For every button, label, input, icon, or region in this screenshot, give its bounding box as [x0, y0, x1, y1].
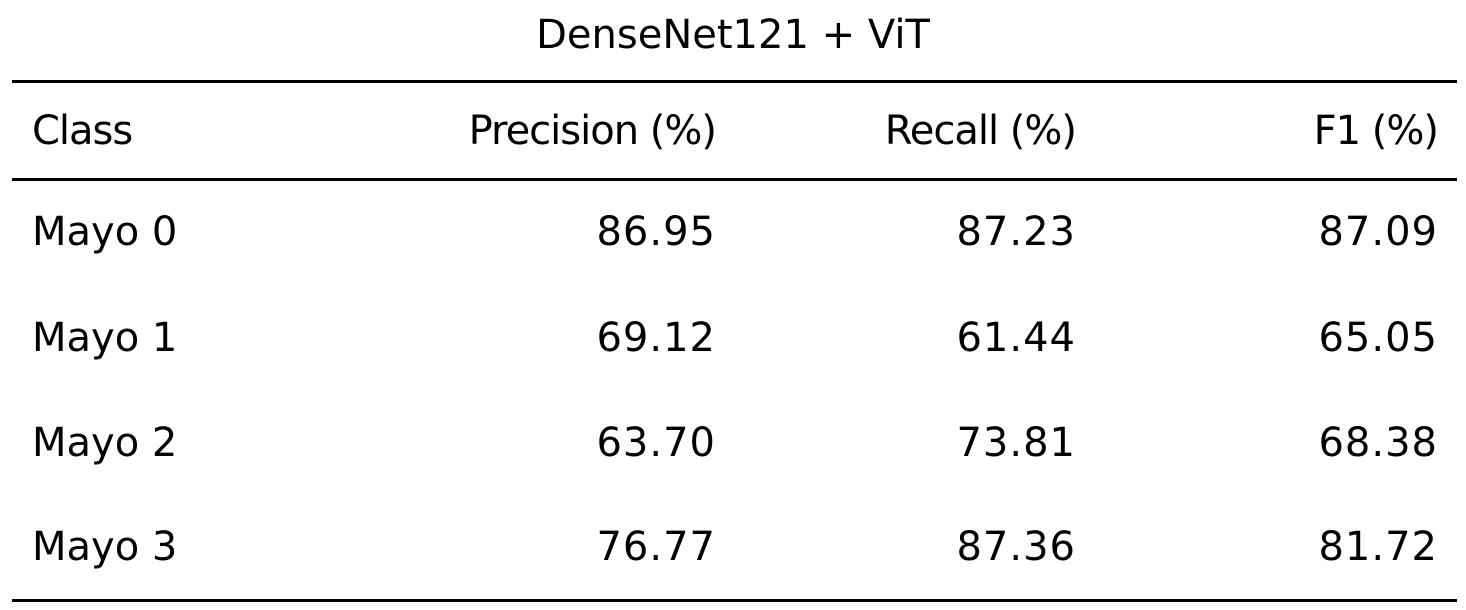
row-recall-cell: 87.23: [956, 209, 1076, 255]
header-precision: Precision (%): [468, 108, 717, 154]
row-class-cell: Mayo 0: [32, 209, 178, 255]
header-class: Class: [32, 108, 133, 154]
row-class-cell: Mayo 3: [32, 524, 178, 570]
row-f1-cell: 81.72: [1318, 524, 1438, 570]
row-precision-cell: 76.77: [596, 524, 716, 570]
row-recall-cell: 61.44: [956, 315, 1076, 361]
row-f1-cell: 87.09: [1318, 209, 1438, 255]
row-recall-cell: 73.81: [956, 420, 1076, 466]
bottom-rule: [12, 599, 1457, 602]
row-f1-cell: 65.05: [1318, 315, 1438, 361]
row-class-cell: Mayo 1: [32, 315, 178, 361]
row-precision-cell: 63.70: [596, 420, 716, 466]
row-recall-cell: 87.36: [956, 524, 1076, 570]
row-class-cell: Mayo 2: [32, 420, 178, 466]
row-precision-cell: 86.95: [596, 209, 716, 255]
row-f1-cell: 68.38: [1318, 420, 1438, 466]
header-f1: F1 (%): [1313, 108, 1439, 154]
row-precision-cell: 69.12: [596, 315, 716, 361]
header-rule: [12, 178, 1457, 181]
header-recall: Recall (%): [884, 108, 1077, 154]
top-rule: [12, 80, 1457, 83]
table-title: DenseNet121 + ViT: [536, 12, 930, 58]
